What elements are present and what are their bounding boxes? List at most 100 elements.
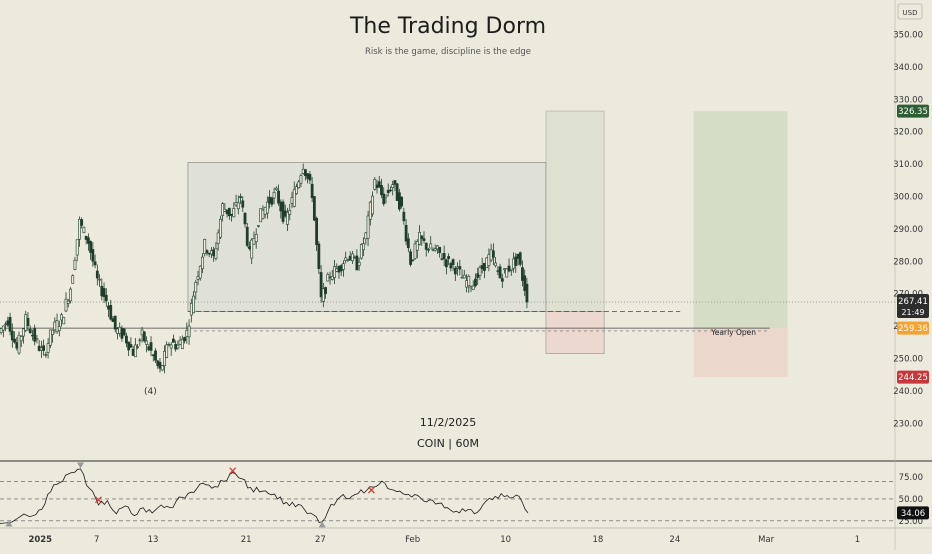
candle-body xyxy=(156,360,160,366)
candle-body xyxy=(75,239,79,256)
candle-body xyxy=(525,283,529,303)
time-tick-label: 21 xyxy=(241,535,252,545)
candle-body xyxy=(174,344,178,350)
candle-body xyxy=(476,273,480,278)
rsi-triangle-down-marker xyxy=(77,462,85,469)
candle-body xyxy=(491,250,495,258)
time-tick-label: 24 xyxy=(669,535,680,545)
candle-body xyxy=(62,317,66,325)
candle-body xyxy=(261,209,265,219)
price-tag xyxy=(897,104,929,118)
rsi-line xyxy=(0,468,529,524)
stop-zone-box xyxy=(545,311,605,354)
price-tag-sublabel: 21:49 xyxy=(901,308,924,317)
candle-body xyxy=(420,235,424,240)
price-tag xyxy=(897,321,929,335)
candle-body xyxy=(483,262,486,271)
candle-body xyxy=(102,288,106,297)
zones-layer xyxy=(187,110,788,378)
candle-body xyxy=(169,344,173,349)
candle-body xyxy=(131,348,135,356)
candle-body xyxy=(397,192,401,210)
candle-body xyxy=(42,345,46,351)
candle-body xyxy=(295,186,298,194)
candle-body xyxy=(429,243,433,249)
candle-body xyxy=(118,326,122,334)
candle-body xyxy=(140,329,144,336)
candle-body xyxy=(427,249,430,251)
price-tag-label: 259.36 xyxy=(898,324,928,334)
candle-body xyxy=(89,241,93,253)
candle-body xyxy=(292,189,296,207)
candle-body xyxy=(26,317,30,327)
candle-body xyxy=(462,274,466,279)
currency-badge[interactable] xyxy=(897,3,923,20)
candle-body xyxy=(8,317,12,332)
candle-body xyxy=(433,248,437,251)
candle-body xyxy=(373,179,377,190)
candle-body xyxy=(411,259,415,261)
time-tick-label: 1 xyxy=(855,535,860,545)
price-tag-label: 244.25 xyxy=(898,373,928,383)
candle-body xyxy=(333,266,336,278)
candle-body xyxy=(51,329,54,335)
candle-body xyxy=(46,343,50,353)
candle-body xyxy=(436,245,439,250)
candle-body xyxy=(183,337,186,342)
candle-body xyxy=(315,217,319,245)
candle-body xyxy=(22,328,25,337)
candle-body xyxy=(389,189,392,192)
candle-body xyxy=(301,168,305,174)
candle-body xyxy=(28,328,32,334)
candle-body xyxy=(218,218,222,238)
candle-body xyxy=(355,255,359,271)
candle-body xyxy=(265,201,269,214)
candle-body xyxy=(53,321,57,331)
candle-body xyxy=(187,325,191,338)
candle-body xyxy=(290,197,294,204)
candle-body xyxy=(478,267,482,276)
candle-body xyxy=(304,169,307,177)
candle-body xyxy=(243,212,247,225)
candle-body xyxy=(116,328,119,334)
lines-layer: Yearly Open xyxy=(0,301,895,337)
candle-body xyxy=(402,211,406,222)
candle-body xyxy=(380,185,383,196)
candle-body xyxy=(321,288,325,302)
target-zone-box xyxy=(545,110,605,312)
candle-body xyxy=(456,266,459,269)
candle-body xyxy=(24,314,28,331)
price-tick-label: 320.00 xyxy=(893,128,923,138)
candle-body xyxy=(111,318,115,322)
candle-body xyxy=(31,334,34,337)
candle-body xyxy=(395,183,399,201)
candle-body xyxy=(480,265,484,269)
candle-body xyxy=(185,330,189,337)
candle-body xyxy=(286,212,289,225)
candle-body xyxy=(64,298,68,312)
candle-body xyxy=(324,287,327,294)
candle-body xyxy=(13,338,16,343)
candle-body xyxy=(55,320,59,333)
candle-body xyxy=(60,314,63,321)
time-tick-label: Feb xyxy=(405,535,420,545)
price-tick-label: 340.00 xyxy=(893,63,923,73)
candle-body xyxy=(142,331,146,342)
candle-body xyxy=(93,261,97,266)
rsi-value-tag-label: 34.06 xyxy=(901,509,925,519)
price-tick-label: 350.00 xyxy=(893,30,923,40)
rsi-triangle-up-marker xyxy=(318,521,326,528)
candle-body xyxy=(391,184,395,189)
candle-body xyxy=(444,259,448,268)
candle-body xyxy=(198,265,202,279)
candle-body xyxy=(239,196,242,198)
price-tick-label: 290.00 xyxy=(893,225,923,235)
candle-body xyxy=(1,325,5,331)
candle-body xyxy=(151,354,155,357)
price-tag xyxy=(897,370,929,384)
candle-body xyxy=(308,173,312,181)
candle-body xyxy=(310,183,314,199)
candle-body xyxy=(80,219,84,226)
